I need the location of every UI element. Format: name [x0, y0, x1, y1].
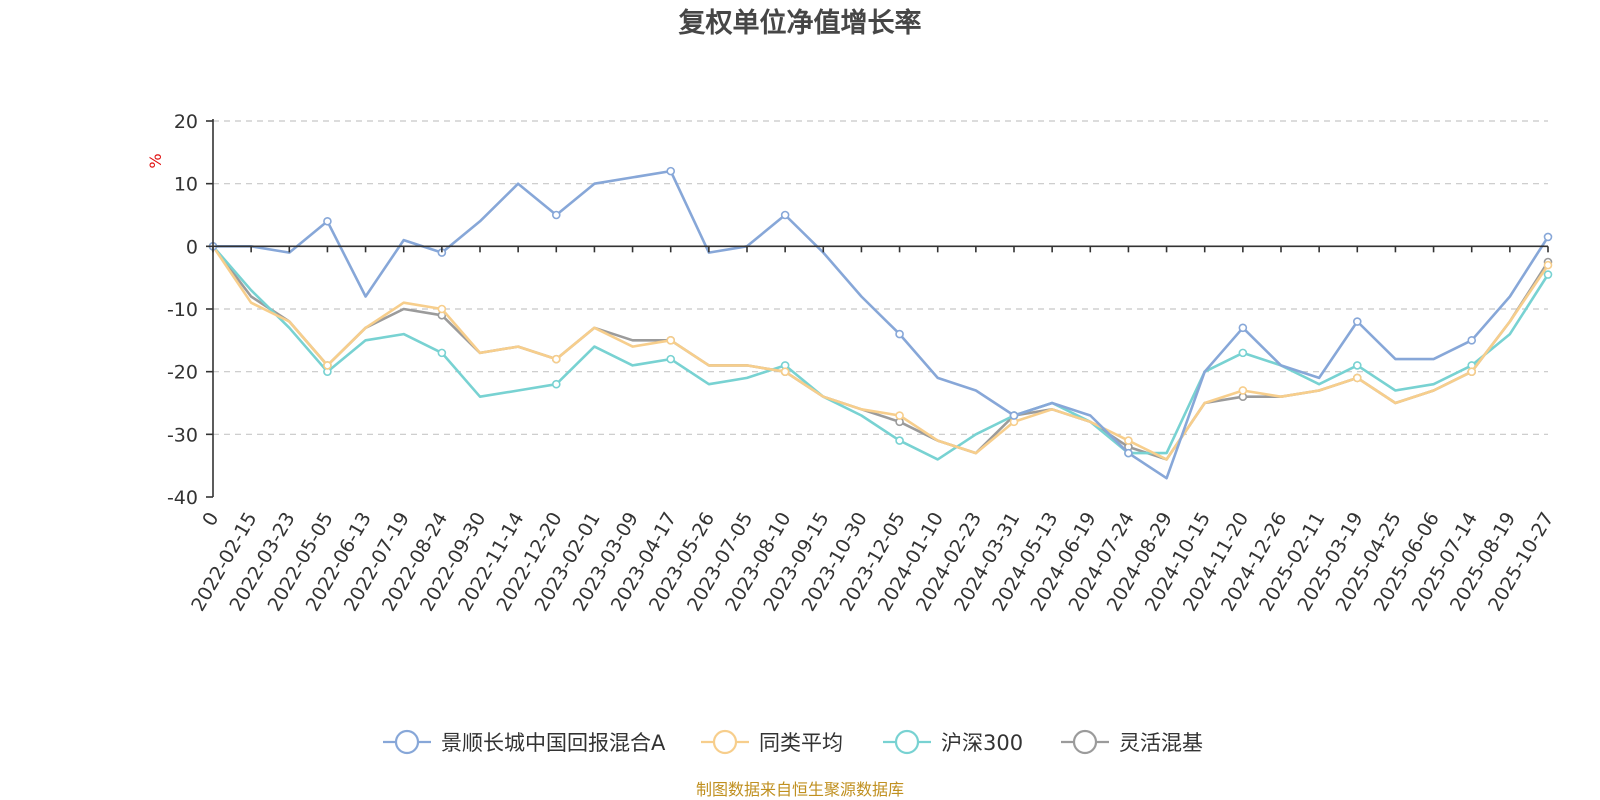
data-point [895, 411, 904, 420]
data-point [323, 361, 332, 370]
data-point [1543, 260, 1553, 270]
data-point [1009, 411, 1019, 420]
y-tick-label: -40 [167, 487, 198, 509]
data-point [1124, 436, 1133, 445]
legend-label: 沪深300 [941, 731, 1023, 755]
y-tick-labels: -40 -30 -20 -10 0 10 20 [167, 111, 198, 509]
series-lines [208, 166, 1553, 480]
data-point [666, 166, 676, 176]
legend-item[interactable]: 沪深300 [883, 729, 1023, 755]
legend-marker [894, 729, 920, 755]
y-axis-unit: % [146, 153, 165, 168]
data-point [1238, 323, 1248, 333]
series-同类平均 [208, 242, 1553, 461]
series-line [213, 169, 1550, 480]
data-point [1352, 317, 1362, 326]
legend: 景顺长城中国回报混合A 同类平均 沪深300 灵活混基 [383, 729, 1203, 755]
data-point [780, 367, 790, 376]
legend-marker [394, 729, 420, 755]
data-point [437, 304, 447, 314]
legend-marker [712, 729, 738, 755]
series-line [211, 245, 1550, 461]
x-tick-label: 0 [198, 509, 223, 530]
data-point [1238, 348, 1248, 358]
data-point [1124, 448, 1133, 458]
data-point [1467, 336, 1477, 345]
legend-label: 灵活混基 [1119, 731, 1203, 755]
y-tick-label: 10 [174, 174, 198, 196]
x-tick-labels: 02022-02-152022-03-232022-05-052022-06-1… [187, 509, 1558, 616]
y-tick-label: -30 [167, 424, 198, 446]
data-point [1238, 386, 1248, 395]
gridlines [213, 120, 1548, 435]
series-沪深300 [208, 242, 1553, 461]
legend-marker [1072, 729, 1098, 755]
legend-label: 景顺长城中国回报混合A [441, 731, 666, 755]
data-point [551, 210, 561, 220]
data-point [551, 354, 561, 364]
data-point [1352, 361, 1362, 370]
data-point [895, 436, 904, 445]
series-line [212, 245, 1550, 461]
series-景顺长城中国回报混合A [208, 166, 1553, 480]
data-point [780, 210, 790, 220]
y-tick-label: -10 [167, 299, 198, 321]
source-note: 制图数据来自恒生聚源数据库 [696, 780, 904, 799]
data-point [437, 348, 447, 358]
data-point [323, 216, 332, 226]
y-tick-label: 0 [186, 236, 198, 258]
legend-item[interactable]: 灵活混基 [1061, 729, 1203, 755]
axes [206, 119, 1549, 498]
data-point [1543, 270, 1553, 279]
legend-item[interactable]: 同类平均 [701, 729, 843, 755]
data-point [666, 354, 676, 364]
data-point [551, 379, 561, 389]
chart-title: 复权单位净值增长率 [679, 7, 922, 39]
legend-item[interactable]: 景顺长城中国回报混合A [383, 729, 666, 755]
data-point [666, 336, 676, 345]
data-point [1467, 367, 1477, 376]
data-point [1543, 232, 1553, 242]
y-tick-label: 20 [174, 111, 198, 133]
data-point [895, 329, 904, 339]
y-tick-label: -20 [167, 362, 198, 384]
data-point [1352, 373, 1362, 383]
legend-label: 同类平均 [759, 731, 843, 755]
